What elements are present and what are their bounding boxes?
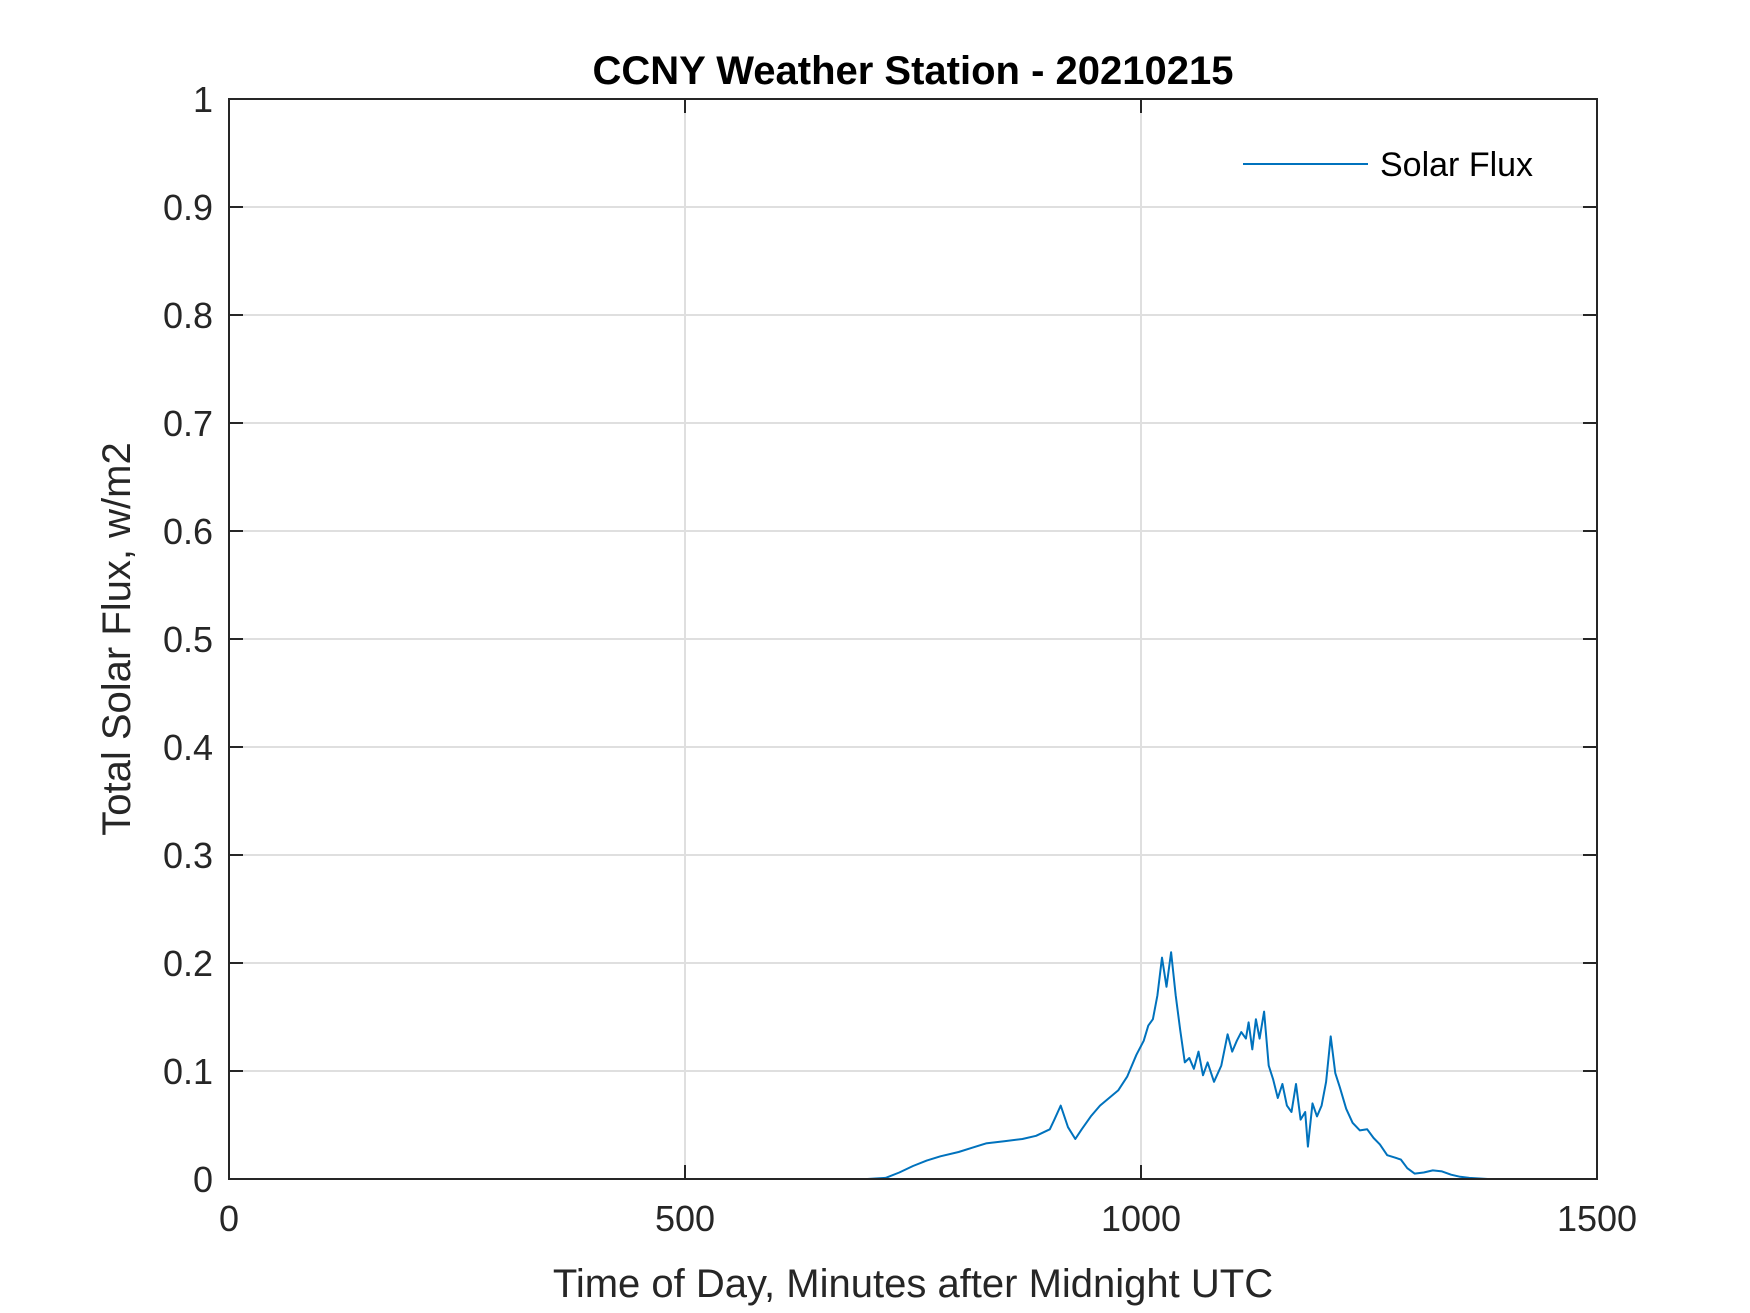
plot-frame [228, 98, 1598, 1180]
y-tick-label: 0.3 [163, 835, 213, 876]
y-tick-label: 1 [193, 79, 213, 120]
y-tick-label: 0.9 [163, 187, 213, 228]
legend-label: Solar Flux [1380, 146, 1533, 184]
y-tick-label: 0.1 [163, 1051, 213, 1092]
x-tick-label: 500 [655, 1198, 715, 1239]
y-tick-label: 0.8 [163, 295, 213, 336]
ticks: 0 500 1000 1500 0 0.1 0.2 0.3 0.4 0.5 0.6 0.7 0.8 0.9… [163, 79, 1637, 1239]
y-tick-label: 0.4 [163, 727, 213, 768]
y-tick-label: 0.2 [163, 943, 213, 984]
series-line-solar-flux [229, 951, 1552, 1180]
grid [229, 99, 1597, 1179]
series-layer [229, 951, 1552, 1180]
x-axis-label: Time of Day, Minutes after Midnight UTC [553, 1262, 1273, 1306]
y-tick-label: 0.7 [163, 403, 213, 444]
legend: Solar Flux [1243, 146, 1533, 184]
y-axis-label: Total Solar Flux, w/m2 [95, 442, 139, 835]
y-tick-label: 0.6 [163, 511, 213, 552]
x-tick-label: 1500 [1557, 1198, 1637, 1239]
y-tick-label: 0 [193, 1159, 213, 1200]
x-tick-label: 1000 [1101, 1198, 1181, 1239]
chart-title: CCNY Weather Station - 20210215 [593, 49, 1234, 93]
y-tick-label: 0.5 [163, 619, 213, 660]
x-tick-label: 0 [219, 1198, 239, 1239]
